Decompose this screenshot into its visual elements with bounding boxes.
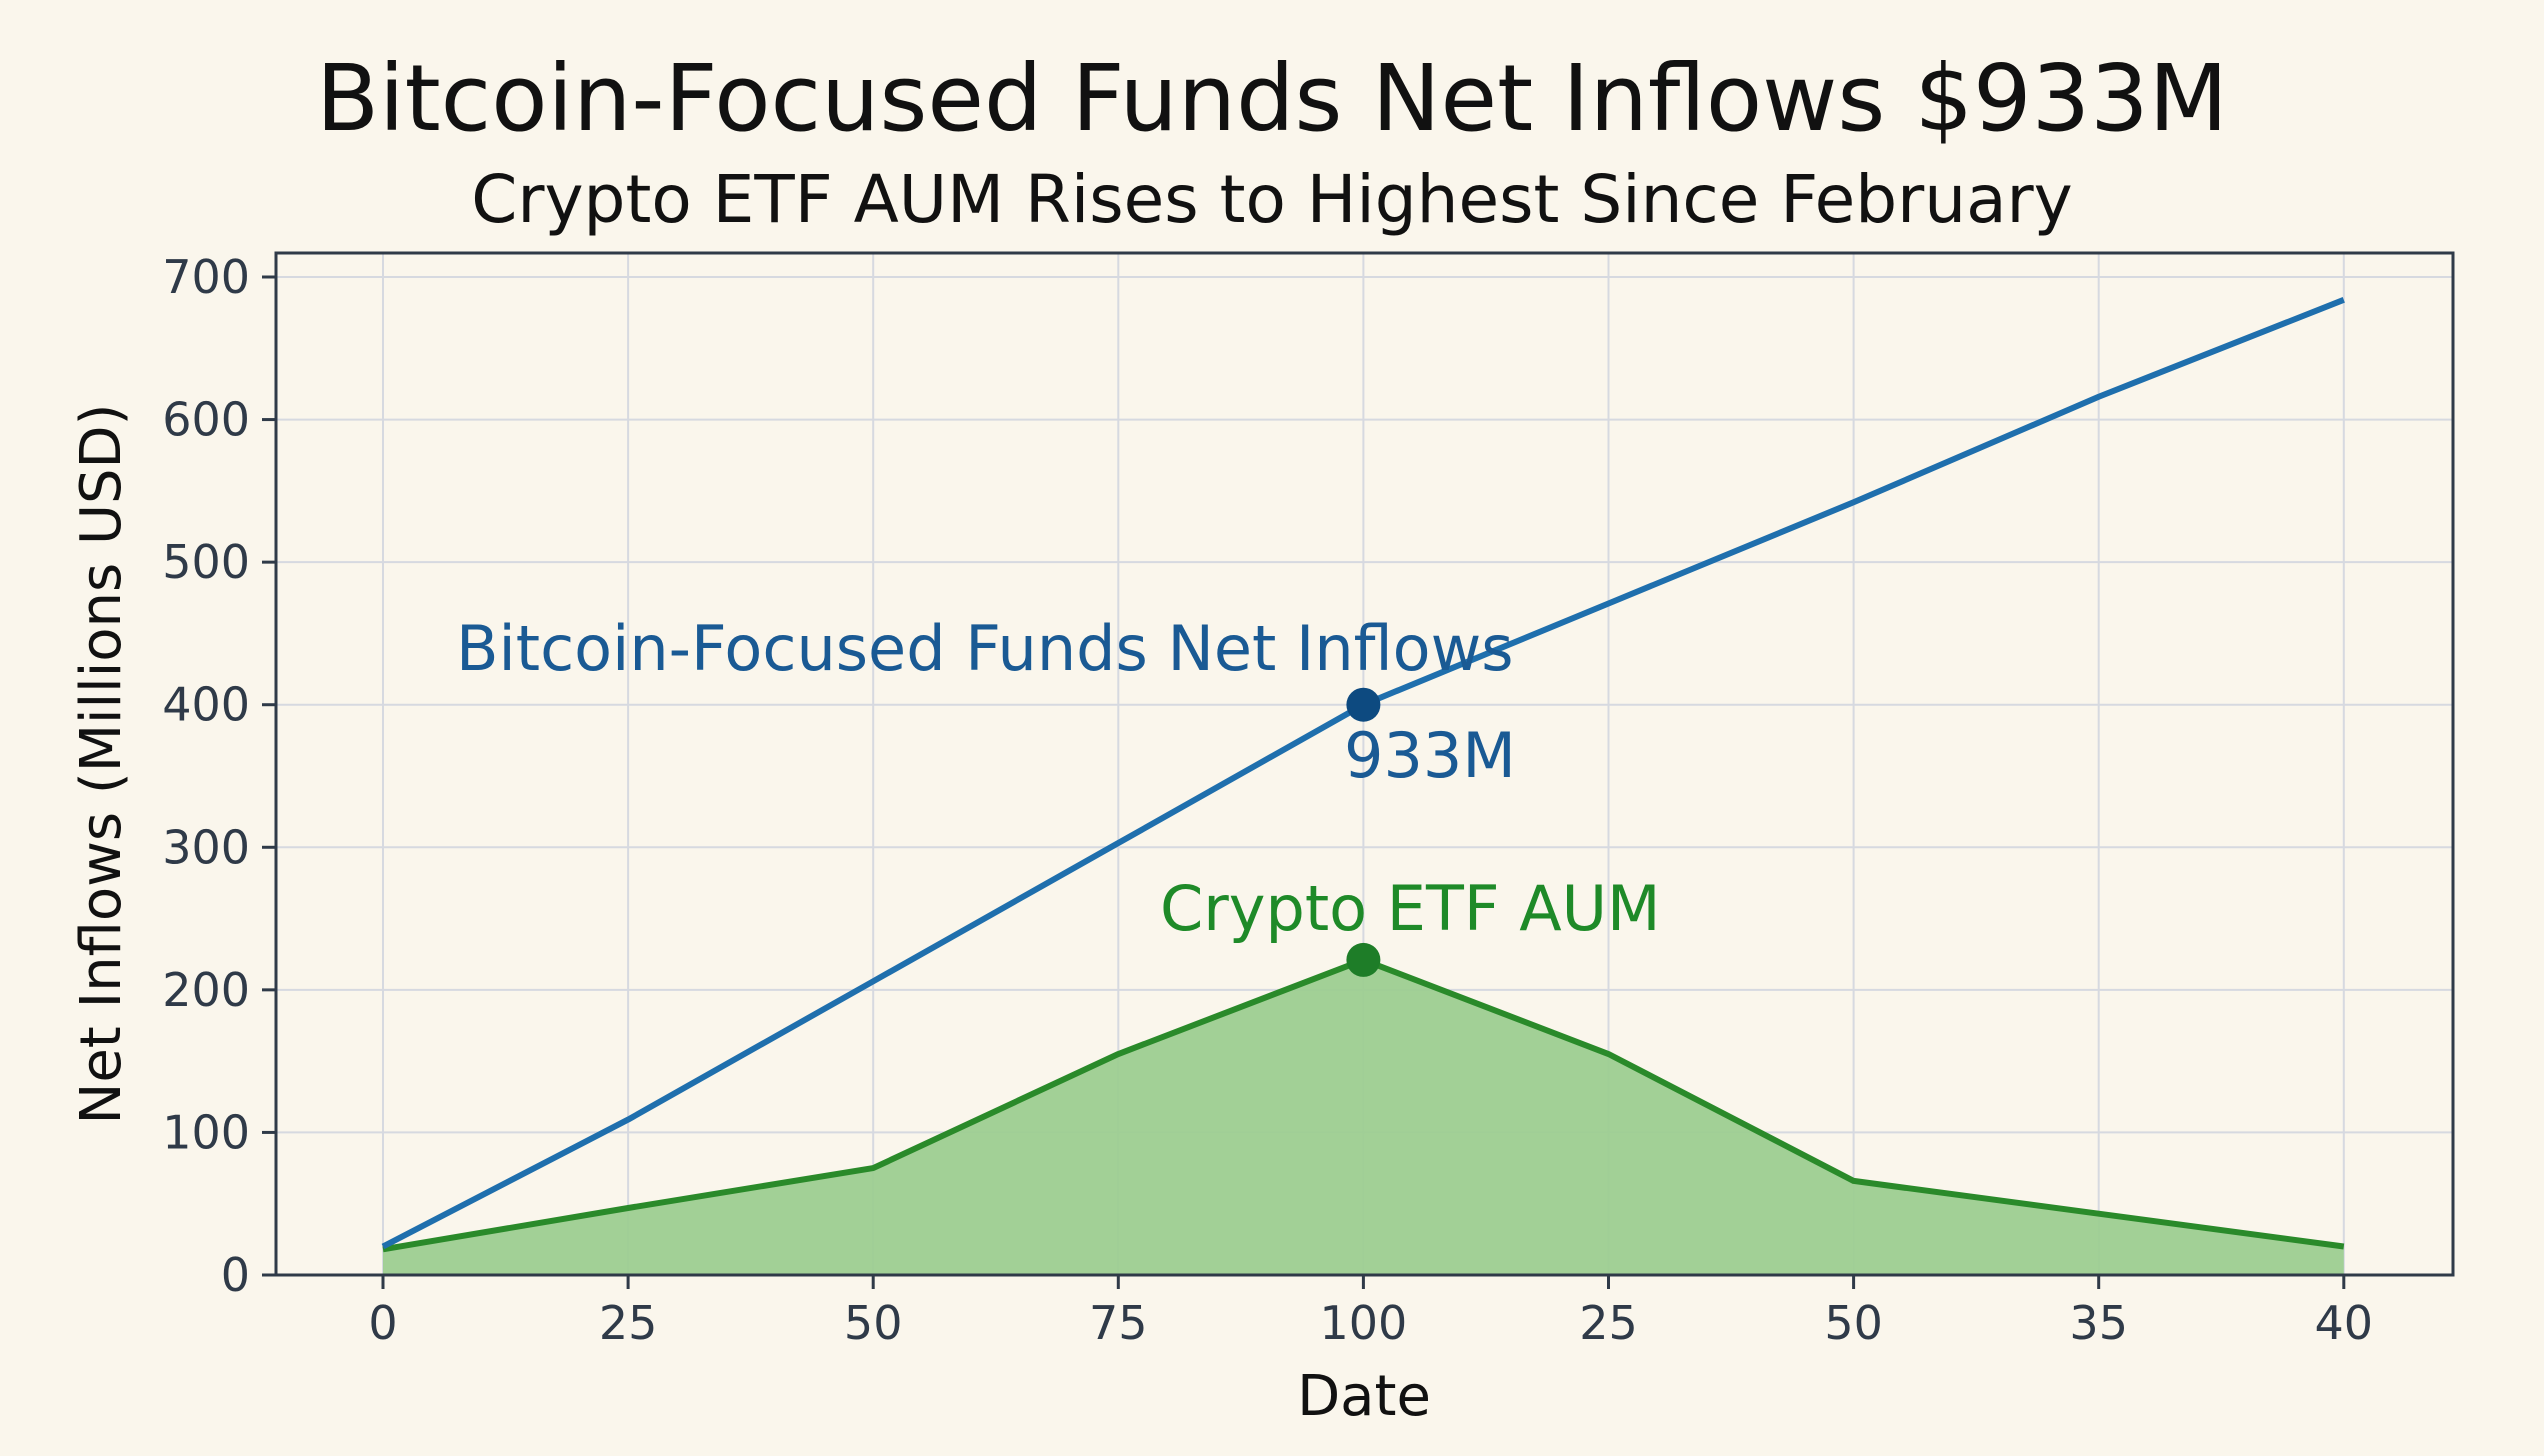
- x-tick-label: 50: [1824, 1296, 1883, 1350]
- annotation-marker-aum: [1346, 942, 1381, 977]
- y-tick-label: 600: [162, 393, 250, 447]
- x-tick-label: 0: [368, 1296, 397, 1350]
- x-tick-label: 35: [2069, 1296, 2128, 1350]
- y-axis-label: Net Inflows (Millions USD): [69, 403, 134, 1124]
- y-tick-label: 700: [162, 250, 250, 304]
- x-tick-label: 75: [1089, 1296, 1148, 1350]
- annotations: Bitcoin-Focused Funds Net Inflows 933M Cry…: [456, 612, 1660, 977]
- chart-subtitle: Crypto ETF AUM Rises to Highest Since Fe…: [471, 161, 2072, 238]
- annotation-label-aum: Crypto ETF AUM: [1160, 872, 1660, 945]
- x-tick-label: 25: [1579, 1296, 1638, 1350]
- y-tick-label: 300: [162, 820, 250, 874]
- x-axis-label: Date: [1297, 1364, 1431, 1429]
- annotation-label-btc: Bitcoin-Focused Funds Net Inflows: [456, 612, 1514, 685]
- x-tick-label: 25: [599, 1296, 658, 1350]
- chart-title: Bitcoin-Focused Funds Net Inflows $933M: [316, 45, 2228, 152]
- x-tick-label: 50: [844, 1296, 903, 1350]
- y-tick-label: 500: [162, 535, 250, 589]
- y-tick-label: 0: [221, 1248, 250, 1302]
- y-tick-label: 400: [162, 678, 250, 732]
- x-tick-label: 100: [1319, 1296, 1407, 1350]
- x-tick-label: 40: [2315, 1296, 2374, 1350]
- ticks: 0 100 200 300 400 500 600 700 0 25 50 75 100 25 50 35 40: [162, 250, 2373, 1350]
- annotation-marker-btc: [1346, 687, 1381, 722]
- y-tick-label: 100: [162, 1105, 250, 1159]
- annotation-value-btc: 933M: [1344, 719, 1516, 792]
- y-tick-label: 200: [162, 963, 250, 1017]
- area-fill-crypto-etf-aum: [383, 959, 2344, 1275]
